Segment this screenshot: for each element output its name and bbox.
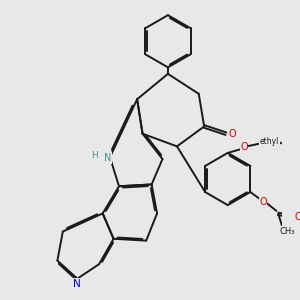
- Text: CH₃: CH₃: [279, 227, 295, 236]
- Text: O: O: [259, 197, 267, 207]
- Text: N: N: [73, 279, 80, 289]
- Text: O: O: [240, 142, 248, 152]
- Text: O: O: [294, 212, 300, 222]
- Text: O: O: [229, 129, 236, 139]
- Text: ethyl: ethyl: [260, 137, 279, 146]
- Text: N: N: [104, 153, 112, 163]
- Text: H: H: [92, 151, 98, 160]
